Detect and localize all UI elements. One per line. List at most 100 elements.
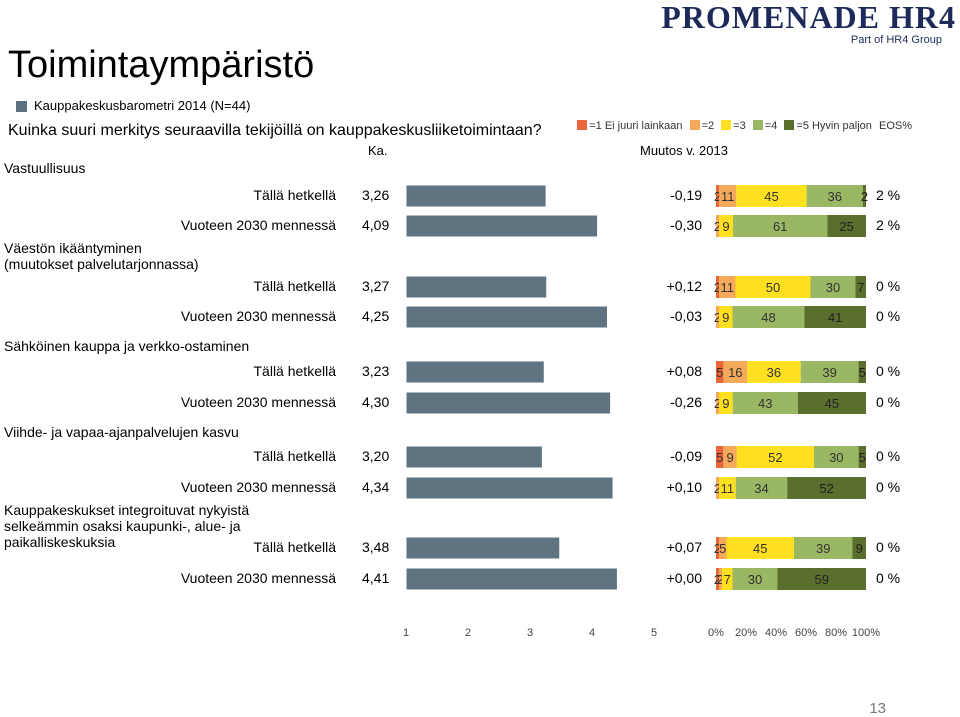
mean-axis-tick: 5 <box>651 627 657 639</box>
distribution-segment <box>862 185 866 207</box>
change-value-label: -0,26 <box>670 394 702 410</box>
eos-value-label: 2 % <box>876 217 901 233</box>
distribution-segment <box>716 361 724 383</box>
segment-value-label: 7 <box>724 572 731 587</box>
row-label: Tällä hetkellä <box>253 278 337 294</box>
distribution-segment <box>858 361 866 383</box>
mean-value-label: 4,25 <box>362 308 390 324</box>
distribution-segment <box>719 185 737 207</box>
eos-value-label: 0 % <box>876 394 901 410</box>
segment-value-label: 48 <box>761 310 775 325</box>
segment-value-label: 9 <box>722 396 729 411</box>
mean-bar <box>405 445 543 469</box>
distribution-segment <box>723 361 748 383</box>
change-value-label: -0,30 <box>670 217 702 233</box>
segment-value-label: 43 <box>758 396 772 411</box>
column-header-change: Muutos v. 2013 <box>640 143 728 158</box>
segment-value-label: 11 <box>721 189 735 204</box>
distribution-segment <box>735 477 788 499</box>
segment-value-label: 2 <box>714 310 721 325</box>
distribution-segment <box>736 446 815 468</box>
row-label: Tällä hetkellä <box>253 187 337 203</box>
eos-value-label: 0 % <box>876 539 901 555</box>
segment-value-label: 9 <box>726 450 733 465</box>
eos-value-label: 0 % <box>876 479 901 495</box>
row-label: Vuoteen 2030 mennessä <box>180 570 336 586</box>
segment-value-label: 36 <box>767 365 781 380</box>
distribution-segment <box>716 446 724 468</box>
company-logo: PROMENADE HR4 Part of HR4 Group <box>661 0 956 46</box>
legend-swatch-3 <box>721 120 732 130</box>
eos-value-label: 0 % <box>876 363 901 379</box>
category-label-5: Kauppakeskukset integroituvat nykyistä s… <box>4 502 250 550</box>
eos-value-label: 0 % <box>876 278 901 294</box>
segment-value-label: 30 <box>748 572 762 587</box>
distribution-segment <box>810 276 856 298</box>
distribution-segment <box>716 306 719 328</box>
distribution-segment <box>852 537 866 559</box>
distribution-segment <box>716 185 720 207</box>
dist-axis-tick: 100% <box>852 627 880 639</box>
row-label: Vuoteen 2030 mennessä <box>180 217 336 233</box>
segment-value-label: 5 <box>716 365 723 380</box>
segment-value-label: 2 <box>714 280 721 295</box>
mean-axis-tick: 1 <box>403 627 409 639</box>
row-label: Tällä hetkellä <box>253 448 337 464</box>
mean-value-label: 4,41 <box>362 570 390 586</box>
mean-value-label: 3,20 <box>362 448 390 464</box>
segment-value-label: 2 <box>714 541 721 556</box>
mean-bar <box>405 391 612 415</box>
category-label-4: Viihde- ja vapaa-ajanpalvelujen kasvu <box>4 424 239 440</box>
mean-bar <box>405 360 545 384</box>
legend-item-1: =1 Ei juuri lainkaan <box>577 120 683 132</box>
distribution-segment <box>858 446 866 468</box>
segment-value-label: 45 <box>764 189 778 204</box>
category-label-3: Sähköinen kauppa ja verkko-ostaminen <box>4 338 250 354</box>
distribution-segment <box>732 392 798 414</box>
segment-value-label: 5 <box>859 365 866 380</box>
segment-value-label: 34 <box>754 481 768 496</box>
segment-value-label: 16 <box>728 365 742 380</box>
segment-value-label: 61 <box>773 219 787 234</box>
segment-value-label: 39 <box>822 365 836 380</box>
mean-axis-tick: 2 <box>465 627 471 639</box>
distribution-segment <box>716 568 719 590</box>
segment-value-label: 11 <box>721 280 735 295</box>
distribution-segment <box>716 392 720 414</box>
row-label: Tällä hetkellä <box>253 363 337 379</box>
legend-item-2: =2 <box>689 120 715 132</box>
legend-item-5: =5 Hyvin paljon <box>784 120 872 132</box>
dist-axis-tick: 0% <box>708 627 724 639</box>
segment-value-label: 50 <box>766 280 780 295</box>
legend-item-3: =3 <box>721 120 746 132</box>
segment-value-label: 30 <box>826 280 840 295</box>
distribution-segment <box>732 306 805 328</box>
legend-swatch-1 <box>577 120 588 130</box>
legend-label-1: =1 Ei juuri lainkaan <box>589 120 683 132</box>
distribution-segment <box>827 215 866 237</box>
mean-value-label: 3,26 <box>362 187 390 203</box>
segment-value-label: 25 <box>839 219 853 234</box>
mean-value-label: 4,34 <box>362 479 390 495</box>
mean-value-label: 3,48 <box>362 539 390 555</box>
legend-swatch-4 <box>752 120 763 130</box>
distribution-segment <box>722 568 733 590</box>
distribution-segment <box>719 392 733 414</box>
segment-value-label: 5 <box>859 450 866 465</box>
distribution-segment <box>716 477 720 499</box>
mean-bar <box>405 184 547 208</box>
segment-value-label: 5 <box>716 450 723 465</box>
change-value-label: +0,10 <box>666 479 702 495</box>
legend-label-2: =2 <box>701 120 715 132</box>
segment-value-label: 2 <box>714 572 721 587</box>
logo-tagline: Part of HR4 Group <box>850 34 942 46</box>
legend-swatch-5 <box>784 120 795 130</box>
distribution-segment <box>855 276 866 298</box>
segment-value-label: 36 <box>828 189 842 204</box>
row-label: Tällä hetkellä <box>253 539 337 555</box>
distribution-segment <box>777 568 866 590</box>
distribution-segment <box>787 477 866 499</box>
segment-value-label: 2 <box>714 396 721 411</box>
distribution-segment <box>716 215 720 237</box>
